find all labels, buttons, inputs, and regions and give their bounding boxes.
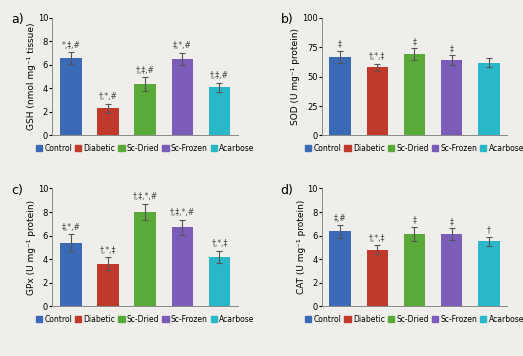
Bar [441, 60, 462, 136]
Text: ‡,*,#: ‡,*,# [173, 41, 192, 50]
Text: †: † [487, 225, 491, 234]
Legend: Control, Diabetic, Sc-Dried, Sc-Frozen, Acarbose: Control, Diabetic, Sc-Dried, Sc-Frozen, … [305, 315, 523, 324]
Text: †,*,‡: †,*,‡ [100, 246, 116, 255]
Y-axis label: GPx (U mg⁻¹ protein): GPx (U mg⁻¹ protein) [27, 200, 36, 295]
Text: †,*,#: †,*,# [98, 92, 118, 101]
Bar [329, 231, 351, 306]
Bar [367, 250, 388, 306]
Bar [172, 59, 193, 136]
Bar [134, 212, 156, 306]
Legend: Control, Diabetic, Sc-Dried, Sc-Frozen, Acarbose: Control, Diabetic, Sc-Dried, Sc-Frozen, … [36, 315, 255, 324]
Bar [478, 241, 499, 306]
Bar [172, 227, 193, 306]
Text: ‡: ‡ [450, 217, 453, 226]
Bar [329, 57, 351, 136]
Text: †,‡,*,#: †,‡,*,# [133, 192, 158, 201]
Text: d): d) [281, 184, 293, 197]
Text: †,‡,#: †,‡,# [136, 66, 155, 75]
Bar [97, 264, 119, 306]
Text: †,*,‡: †,*,‡ [369, 234, 385, 242]
Text: ‡: ‡ [413, 37, 416, 46]
Text: ‡: ‡ [413, 215, 416, 224]
Text: †,*,‡: †,*,‡ [211, 240, 228, 248]
Text: ‡,#: ‡,# [334, 214, 346, 222]
Text: ‡: ‡ [450, 44, 453, 53]
Y-axis label: GSH (nmol mg⁻¹ tissue): GSH (nmol mg⁻¹ tissue) [27, 23, 36, 130]
Bar [404, 234, 425, 306]
Text: *,‡,#: *,‡,# [61, 41, 81, 49]
Bar [60, 58, 82, 136]
Bar [97, 109, 119, 136]
Y-axis label: CAT (U mg⁻¹ protein): CAT (U mg⁻¹ protein) [297, 200, 305, 294]
Legend: Control, Diabetic, Sc-Dried, Sc-Frozen, Acarbose: Control, Diabetic, Sc-Dried, Sc-Frozen, … [36, 144, 255, 153]
Bar [404, 54, 425, 136]
Bar [441, 234, 462, 306]
Text: b): b) [281, 13, 293, 26]
Bar [209, 87, 230, 136]
Text: c): c) [12, 184, 24, 197]
Text: †,‡,#: †,‡,# [210, 71, 229, 80]
Legend: Control, Diabetic, Sc-Dried, Sc-Frozen, Acarbose: Control, Diabetic, Sc-Dried, Sc-Frozen, … [305, 144, 523, 153]
Text: ‡,*,#: ‡,*,# [61, 223, 81, 232]
Bar [478, 63, 499, 136]
Text: a): a) [12, 13, 24, 26]
Text: †,*,‡: †,*,‡ [369, 52, 385, 61]
Text: ‡: ‡ [338, 40, 342, 48]
Bar [134, 84, 156, 136]
Y-axis label: SOD (U mg⁻¹ protein): SOD (U mg⁻¹ protein) [291, 28, 300, 125]
Bar [209, 257, 230, 306]
Bar [60, 242, 82, 306]
Text: †,‡,*,#: †,‡,*,# [170, 208, 195, 217]
Bar [367, 67, 388, 136]
